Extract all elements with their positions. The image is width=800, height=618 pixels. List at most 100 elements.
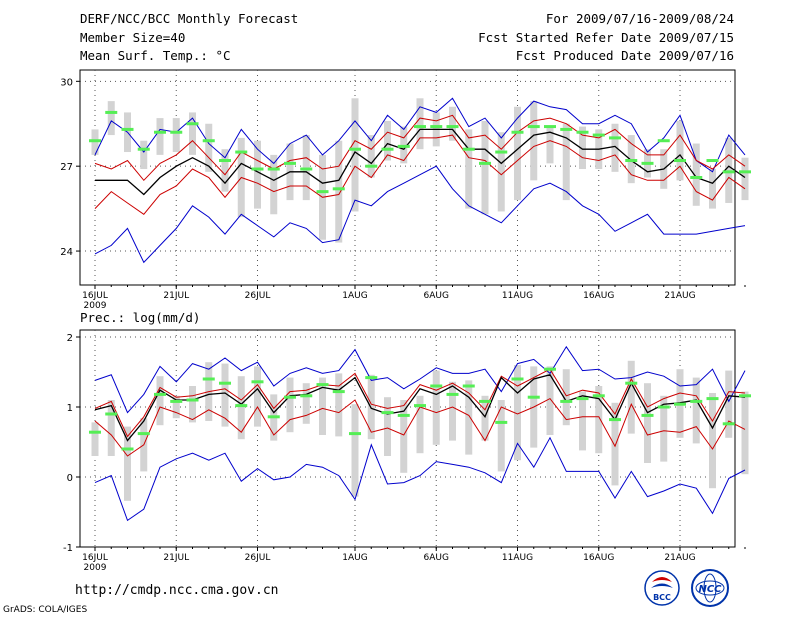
source-url[interactable]: http://cmdp.ncc.cma.gov.cn xyxy=(75,583,279,598)
temp-spread-box xyxy=(367,135,375,178)
temp-member-mark xyxy=(739,170,751,174)
temp-member-mark xyxy=(89,139,101,143)
temp-xtick-label: 26JUL xyxy=(245,291,271,301)
temp-year-label: 2009 xyxy=(84,301,107,311)
temp-member-mark xyxy=(527,125,540,129)
precip-line-upper xyxy=(94,368,746,438)
temp-member-mark xyxy=(479,161,491,165)
precip-spread-box xyxy=(481,395,489,441)
precip-spread-box xyxy=(416,395,424,454)
precip-spread-box xyxy=(432,370,440,445)
precip-line-max xyxy=(94,345,746,414)
temp-spread-box xyxy=(741,157,749,201)
temp-member-mark xyxy=(284,161,296,165)
precip-member-mark xyxy=(690,399,703,403)
precip-chart: -1 0 1 2 16JUL 21JUL 26JUL 1AUG 6AUG 11AUG 16AUG 21… xyxy=(63,329,751,573)
precip-spread-box xyxy=(449,381,456,441)
precip-xtick-label: 11AUG xyxy=(502,553,533,563)
precip-line-min xyxy=(94,436,746,522)
precip-spread-box xyxy=(189,386,196,423)
temp-xtick-label: 11AUG xyxy=(502,291,533,301)
precip-spread-box xyxy=(124,426,131,501)
refer-date: Fcst Started Refer Date 2009/07/15 xyxy=(478,30,734,45)
precip-spread-box xyxy=(172,395,180,419)
temp-member-mark xyxy=(495,150,508,154)
temp-spread-box xyxy=(172,118,180,153)
temp-plot-frame xyxy=(79,69,736,286)
precip-member-mark xyxy=(89,430,101,434)
temp-member-mark xyxy=(267,167,280,171)
temp-xtick-label: 16JUL xyxy=(82,291,108,301)
precip-spread-box xyxy=(107,400,115,456)
precip-member-mark xyxy=(365,376,378,380)
temp-spread-box xyxy=(416,98,424,150)
temp-member-mark xyxy=(544,125,556,129)
temp-spread-box xyxy=(189,112,196,155)
precip-spread-box xyxy=(237,376,245,440)
precip-member-mark xyxy=(121,447,134,451)
precip-spread-box xyxy=(400,400,408,473)
precip-spread-box xyxy=(156,376,164,426)
precip-member-mark xyxy=(219,381,231,385)
precip-spread-box xyxy=(627,360,635,434)
precip-spread-box xyxy=(514,365,521,461)
member-size-label: Member Size=40 xyxy=(80,30,186,45)
precip-member-mark xyxy=(105,412,118,416)
precip-member-mark xyxy=(479,399,491,403)
temp-spread-box xyxy=(156,118,164,155)
precip-member-mark xyxy=(446,392,459,396)
precip-ytick-label: 1 xyxy=(67,403,73,414)
forecast-period: For 2009/07/16-2009/08/24 xyxy=(545,11,734,26)
temp-member-mark xyxy=(609,136,621,140)
precip-member-mark xyxy=(641,413,654,417)
precip-member-mark xyxy=(414,404,426,408)
temp-ytick-label: 24 xyxy=(60,247,73,258)
temp-spread-box xyxy=(270,154,278,215)
precip-year-label: 2009 xyxy=(84,563,107,573)
precip-spread-box xyxy=(335,373,343,437)
precip-spread-box xyxy=(302,383,310,424)
precip-member-mark xyxy=(657,405,670,409)
precip-spread-box xyxy=(741,391,749,475)
temp-member-mark xyxy=(137,147,150,151)
precip-xtick-label: 21JUL xyxy=(163,553,189,563)
precip-spread-box xyxy=(221,363,229,427)
temp-line-max xyxy=(94,97,746,173)
precip-member-mark xyxy=(251,380,264,384)
bcc-logo: BCC xyxy=(644,570,680,606)
temp-spread-box xyxy=(384,120,391,161)
precip-member-mark xyxy=(235,404,248,408)
temp-spread-box xyxy=(205,123,213,172)
ncc-logo: NCC xyxy=(691,569,729,607)
temp-spread-box xyxy=(140,140,148,170)
precip-member-mark xyxy=(544,367,556,371)
temp-xtick-label: 21JUL xyxy=(163,291,189,301)
precip-spread-box xyxy=(351,404,359,497)
temp-member-mark xyxy=(560,127,573,131)
precip-member-mark xyxy=(511,377,524,381)
temp-member-mark xyxy=(154,130,166,134)
temp-member-mark xyxy=(657,139,670,143)
temp-spread-box xyxy=(481,120,489,215)
temp-member-mark xyxy=(430,125,443,129)
temp-spread-box xyxy=(254,140,261,209)
precip-spread-box xyxy=(562,369,570,426)
precip-spread-box xyxy=(579,391,586,451)
precip-member-mark xyxy=(397,413,410,417)
temp-line-min xyxy=(94,165,746,264)
temp-member-mark xyxy=(300,167,313,171)
temp-member-mark xyxy=(462,147,475,151)
precip-spread-box xyxy=(660,395,668,462)
precip-spread-box xyxy=(644,383,651,463)
temp-ytick-label: 30 xyxy=(60,77,73,88)
precip-member-mark xyxy=(284,395,296,399)
precip-spread-box xyxy=(319,377,326,435)
precip-spread-box xyxy=(546,366,554,435)
temp-spread-box xyxy=(497,132,505,212)
temp-member-mark xyxy=(365,164,378,168)
temp-member-mark xyxy=(576,130,589,134)
temp-member-mark xyxy=(316,190,329,194)
precip-spread-box xyxy=(91,422,99,456)
precip-member-mark xyxy=(674,402,686,406)
precip-member-mark xyxy=(722,422,735,426)
